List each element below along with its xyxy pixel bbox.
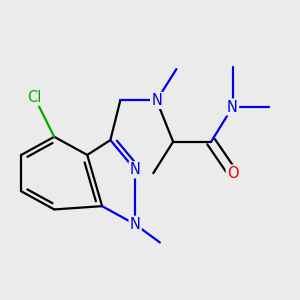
Text: N: N — [130, 162, 141, 177]
Text: O: O — [227, 166, 239, 181]
Text: N: N — [227, 100, 238, 115]
Text: N: N — [130, 217, 141, 232]
Text: N: N — [151, 93, 162, 108]
Text: Cl: Cl — [27, 90, 42, 105]
